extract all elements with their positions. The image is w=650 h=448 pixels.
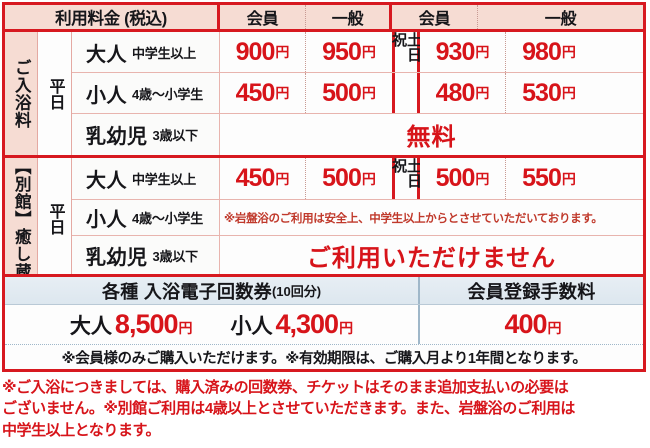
ticket-header-row: 各種 入浴電子回数券 (10回分) 会員登録手数料 (5, 277, 643, 305)
row-label-adult: 大人 中学生以上 (72, 32, 220, 72)
price-infant-free: 無料 (220, 114, 643, 155)
column-header-general-holiday: 一般 (544, 11, 577, 28)
table-row: 小人 4歳〜小学生 450 円 500 円 土日祝 480 円 (72, 73, 643, 114)
price-child-holiday-general: 530 円 (506, 73, 592, 113)
price-table: 利用料金 (税込) 会員 一般 会員 一般 ご入浴料 平日 大人 中学生以上 9… (2, 2, 646, 284)
weekday-label-annex: 平日 (38, 158, 72, 281)
annex-rows: 大人 中学生以上 450 円 500 円 土日祝 500 円 (72, 158, 643, 281)
weekday-label-bathing: 平日 (38, 32, 72, 155)
section-label-bathing-fee: ご入浴料 (5, 32, 38, 155)
row-label-infant: 乳幼児 3歳以下 (72, 114, 220, 155)
ticket-header-right: 会員登録手数料 (467, 281, 596, 302)
footer-disclaimer: ※ご入浴につきましては、購入済みの回数券、チケットはそのまま追加支払いの必要は … (0, 374, 650, 441)
holiday-divider: 土日祝 (392, 73, 420, 113)
column-header-general-weekday: 一般 (306, 5, 392, 29)
holiday-label-bathing: 土日祝 (390, 32, 422, 72)
price-child-weekday-member: 450 円 (220, 73, 306, 113)
annex-restriction-note: ※岩盤浴のご利用は安全上、中学生以上からとさせていただいております。 (220, 200, 643, 235)
table-row: 乳幼児 3歳以下 無料 (72, 114, 643, 155)
ticket-price-child: 小人 4,300 円 (230, 309, 354, 339)
price-annex-adult-weekday-member: 450 円 (220, 158, 306, 199)
column-header-member-weekday: 会員 (220, 5, 306, 29)
table-row: 大人 中学生以上 450 円 500 円 土日祝 500 円 (72, 158, 643, 200)
section-bathing-fee: ご入浴料 平日 大人 中学生以上 900 円 950 円 (5, 32, 643, 158)
price-annex-adult-weekday-general: 500 円 (306, 158, 392, 199)
table-row: 乳幼児 3歳以下 ご利用いただけません (72, 236, 643, 274)
ticket-prices: 大人 8,500 円 小人 4,300 円 (5, 305, 420, 344)
price-adult-weekday-member: 900 円 (220, 32, 306, 72)
bathing-rows: 大人 中学生以上 900 円 950 円 土日祝 930 円 (72, 32, 643, 155)
footer-line-1: ※ご入浴につきましては、購入済みの回数券、チケットはそのまま追加支払いの必要は (2, 379, 569, 396)
ticket-and-fee-table: 各種 入浴電子回数券 (10回分) 会員登録手数料 大人 8,500 円 小人 … (2, 274, 646, 372)
section-annex-iyashigura: 【別館】癒し蔵 平日 大人 中学生以上 450 円 500 円 (5, 158, 643, 281)
row-label-annex-infant: 乳幼児 3歳以下 (72, 236, 220, 274)
registration-fee-amount: 400 円 (504, 309, 562, 339)
price-child-holiday-member: 480 円 (420, 73, 506, 113)
annex-infant-unavailable: ご利用いただけません (220, 236, 643, 274)
ticket-footer-note: ※会員様のみご購入いただけます。※有効期限は、ご購入月より1年間となります。 (61, 350, 587, 367)
table-title: 利用料金 (税込) (5, 5, 220, 29)
registration-fee-value: 400 円 (420, 305, 643, 344)
price-annex-adult-holiday-member: 500 円 (420, 158, 506, 199)
table-row: 大人 中学生以上 900 円 950 円 土日祝 930 円 (72, 32, 643, 73)
row-label-annex-child: 小人 4歳〜小学生 (72, 200, 220, 235)
table-header-row: 利用料金 (税込) 会員 一般 会員 一般 (5, 5, 643, 32)
row-label-child: 小人 4歳〜小学生 (72, 73, 220, 113)
footer-line-2: ございません。※別館ご利用は4歳以上とさせていただきます。また、岩盤浴のご利用は (2, 400, 575, 418)
price-adult-weekday-general: 950 円 (306, 32, 392, 72)
price-adult-holiday-member: 930 円 (420, 32, 506, 72)
holiday-label-annex: 土日祝 (390, 158, 422, 199)
section-label-annex: 【別館】癒し蔵 (5, 158, 38, 281)
ticket-header-left: 各種 入浴電子回数券 (10回分) (5, 277, 420, 304)
column-header-member-holiday: 会員 (392, 5, 478, 29)
row-label-annex-adult: 大人 中学生以上 (72, 158, 220, 199)
table-row: 小人 4歳〜小学生 ※岩盤浴のご利用は安全上、中学生以上からとさせていただいてお… (72, 200, 643, 236)
ticket-price-adult: 大人 8,500 円 (69, 309, 193, 339)
price-annex-adult-holiday-general: 550 円 (506, 158, 592, 199)
footer-line-3: 中学生以上となります。 (2, 421, 161, 439)
price-adult-holiday-general: 980 円 (506, 32, 592, 72)
ticket-body-row: 大人 8,500 円 小人 4,300 円 400 円 (5, 305, 643, 345)
price-child-weekday-general: 500 円 (306, 73, 392, 113)
